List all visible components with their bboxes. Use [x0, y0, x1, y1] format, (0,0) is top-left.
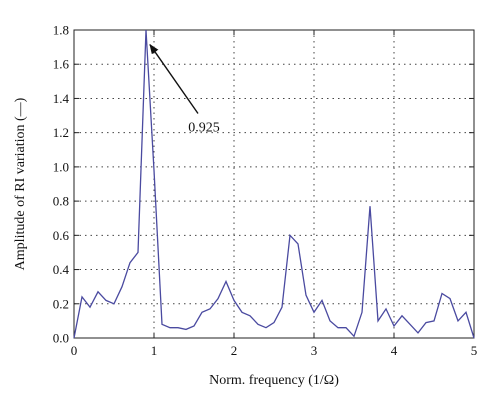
x-tick-label: 3	[311, 343, 318, 358]
annotation-label: 0.925	[188, 121, 220, 136]
annotation: 0.925	[149, 43, 220, 136]
y-tick-label: 0.4	[53, 262, 70, 277]
x-tick-label: 5	[471, 343, 478, 358]
plot-area	[73, 29, 475, 339]
y-tick-label: 1.2	[53, 125, 69, 140]
y-tick-label: 1.0	[53, 159, 69, 174]
x-tick-label: 0	[71, 343, 78, 358]
y-tick-label: 0.2	[53, 296, 69, 311]
y-tick-label: 1.8	[53, 23, 69, 38]
x-tick-label: 2	[231, 343, 238, 358]
x-tick-label: 4	[391, 343, 398, 358]
x-axis-title: Norm. frequency (1/Ω)	[209, 373, 339, 388]
series-line	[73, 29, 475, 339]
y-tick-label: 0.8	[53, 194, 69, 209]
y-tick-label: 1.6	[53, 57, 70, 72]
series-layer	[73, 29, 475, 339]
y-tick-label: 0.6	[53, 228, 70, 243]
annotation-arrow	[149, 43, 199, 114]
grid	[74, 30, 474, 338]
y-tick-label: 0.0	[53, 331, 69, 346]
x-tick-label: 1	[151, 343, 158, 358]
y-axis-title: Amplitude of RI variation (—)	[13, 97, 28, 270]
axis-ticks: 0 1 2 3 4 5 0.0 0.2 0.4 0.6 0.8 1.0 1.2 1.4 1.6 1.8	[53, 23, 478, 359]
y-tick-label: 1.4	[53, 91, 70, 106]
